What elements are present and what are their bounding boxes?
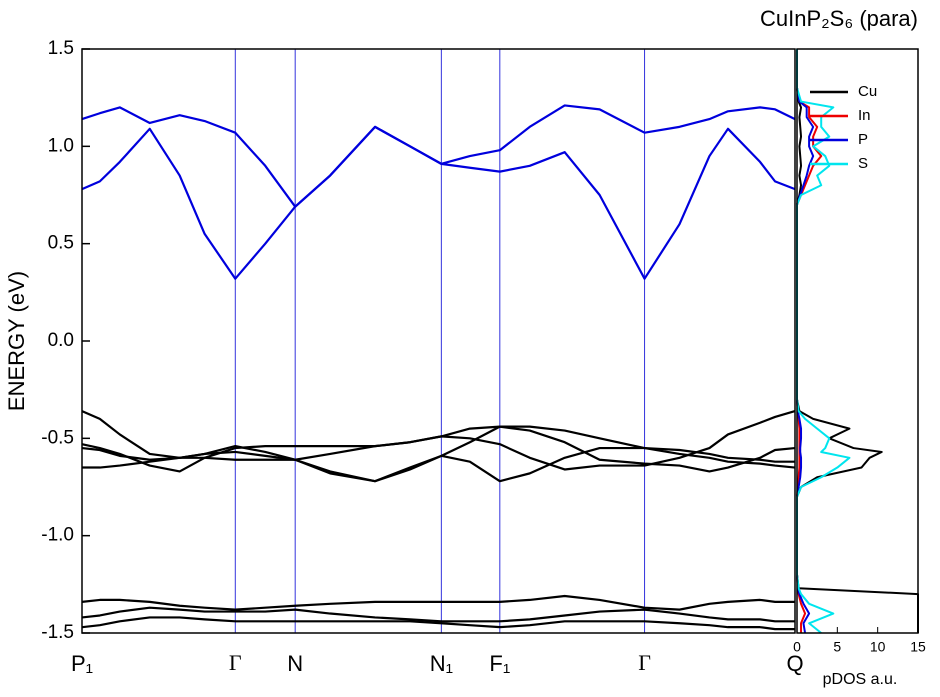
x-tick-label: N: [287, 651, 303, 676]
x-tick-label: Q: [786, 651, 803, 676]
legend-label: Cu: [858, 83, 877, 100]
y-tick-label: -1.0: [41, 525, 74, 546]
x-tick-label: 5: [833, 639, 841, 655]
y-tick-label: 0.0: [48, 330, 74, 351]
y-tick-label: 1.5: [48, 38, 74, 59]
band-line: [81, 606, 795, 623]
band-line: [81, 445, 795, 483]
x-axis-label: pDOS a.u.: [823, 671, 898, 688]
y-tick-label: 0.5: [48, 233, 74, 254]
band-line: [81, 410, 796, 473]
y-axis-label: ENERGY (eV): [4, 271, 29, 411]
x-tick-label: 15: [910, 639, 926, 655]
band-line: [81, 616, 795, 631]
y-tick-label: -1.5: [41, 622, 74, 643]
x-tick-label: Γ: [229, 650, 242, 675]
band-line: [81, 104, 796, 208]
y-tick-label: 1.0: [48, 135, 74, 156]
legend-label: S: [858, 155, 868, 172]
x-tick-label: 10: [870, 639, 886, 655]
chart-title: CuInP₂S₆ (para): [760, 6, 918, 31]
band-line: [81, 125, 796, 280]
legend-label: P: [858, 131, 868, 148]
legend-label: In: [858, 107, 871, 124]
pdos-frame: [796, 48, 919, 634]
x-tick-label: 0: [793, 639, 801, 655]
y-tick-label: -0.5: [41, 427, 74, 448]
x-tick-label: N₁: [430, 651, 453, 676]
x-tick-label: P₁: [71, 651, 93, 676]
band-line: [81, 594, 795, 611]
x-tick-label: F₁: [489, 651, 510, 676]
plot-frame: [81, 48, 796, 634]
band-line: [81, 410, 796, 483]
pdos-line: [796, 49, 815, 634]
x-tick-label: Γ: [638, 650, 651, 675]
pdos-line: [796, 49, 851, 634]
band-line: [82, 425, 796, 473]
